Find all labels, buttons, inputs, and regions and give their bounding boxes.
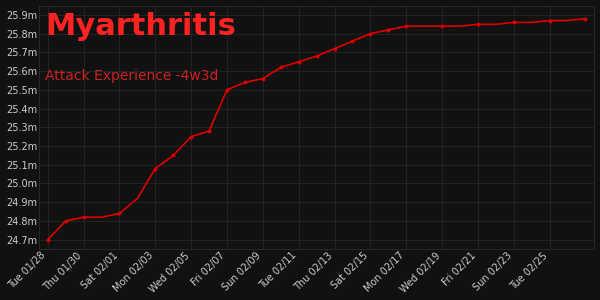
- Point: [347, 39, 357, 44]
- Point: [330, 46, 340, 51]
- Point: [365, 31, 375, 36]
- Point: [169, 153, 178, 158]
- Point: [187, 134, 196, 139]
- Point: [383, 28, 393, 32]
- Point: [294, 59, 304, 64]
- Point: [312, 54, 322, 58]
- Point: [276, 65, 286, 70]
- Point: [473, 22, 483, 27]
- Point: [545, 18, 554, 23]
- Point: [151, 166, 160, 171]
- Point: [258, 76, 268, 81]
- Point: [115, 211, 124, 216]
- Point: [401, 24, 411, 28]
- Point: [437, 24, 447, 28]
- Point: [43, 237, 53, 242]
- Text: Myarthritis: Myarthritis: [45, 12, 236, 40]
- Text: Attack Experience -4w3d: Attack Experience -4w3d: [45, 69, 218, 82]
- Point: [509, 20, 518, 25]
- Point: [240, 80, 250, 85]
- Point: [204, 129, 214, 134]
- Point: [222, 87, 232, 92]
- Point: [581, 16, 590, 21]
- Point: [79, 215, 88, 220]
- Point: [61, 218, 70, 223]
